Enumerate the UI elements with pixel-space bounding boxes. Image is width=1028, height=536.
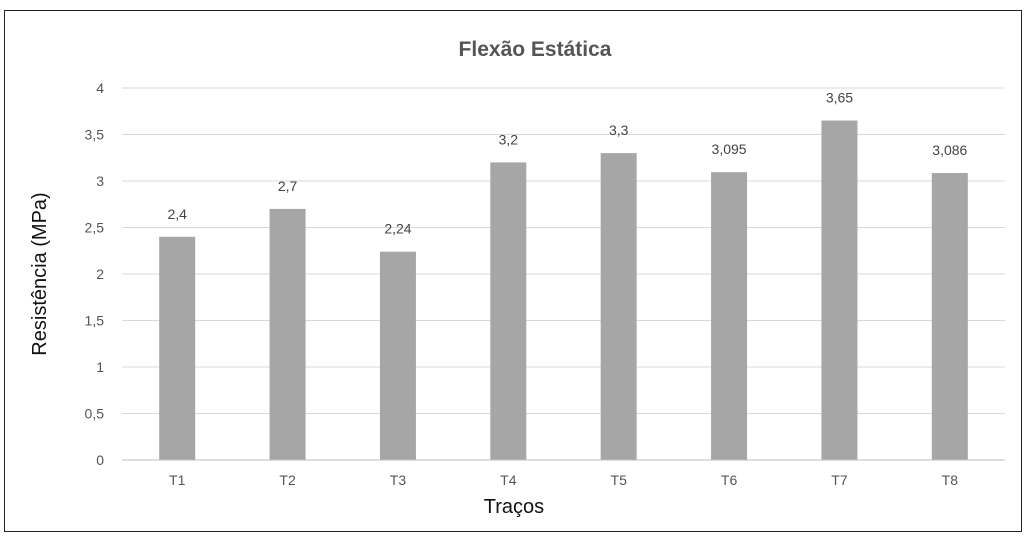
bar-t4 [490,162,527,460]
chart-title: Flexão Estática [459,38,612,61]
data-label-t4: 3,2 [499,131,519,147]
x-tick-label: T4 [500,472,517,488]
x-tick-label: T3 [390,472,407,488]
gridlines [122,87,1005,414]
x-tick-label: T2 [279,472,296,488]
x-axis-ticks: T1 T2 T3 T4 T5 T6 T7 T8 [169,472,958,488]
data-label-t1: 2,4 [167,206,187,222]
data-label-t2: 2,7 [278,178,298,194]
x-tick-label: T7 [831,472,848,488]
y-tick-label: 3,5 [85,127,105,143]
x-tick-label: T8 [942,472,959,488]
bar-t8 [931,173,968,460]
data-label-t5: 3,3 [609,122,629,138]
data-label-t6: 3,095 [712,141,747,157]
data-label-t7: 3,65 [826,90,853,106]
data-label-t8: 3,086 [932,142,967,158]
y-tick-label: 2,5 [85,220,105,236]
y-axis-title: Resistência (MPa) [29,192,51,355]
y-tick-label: 2 [96,266,104,282]
y-tick-label: 4 [96,80,104,96]
y-tick-label: 3 [96,173,104,189]
y-tick-label: 0 [96,452,104,468]
y-tick-label: 1 [96,359,104,375]
bar-t6 [711,172,748,461]
bar-t3 [379,251,416,460]
x-tick-label: T1 [169,472,186,488]
bar-t1 [159,236,196,460]
y-axis-ticks: 0 0,5 1 1,5 2 2,5 3 3,5 4 [85,80,105,468]
x-axis-title: Traços [484,496,544,518]
bar-t2 [269,208,306,460]
data-label-t3: 2,24 [384,221,411,237]
bar-t7 [821,120,858,461]
x-tick-label: T5 [611,472,628,488]
x-tick-label: T6 [721,472,738,488]
data-labels: 2,4 2,7 2,24 3,2 3,3 3,095 3,65 3,086 [167,90,967,237]
bars [159,120,968,461]
y-tick-label: 1,5 [85,313,105,329]
bar-t5 [600,153,637,460]
y-tick-label: 0,5 [85,406,105,422]
